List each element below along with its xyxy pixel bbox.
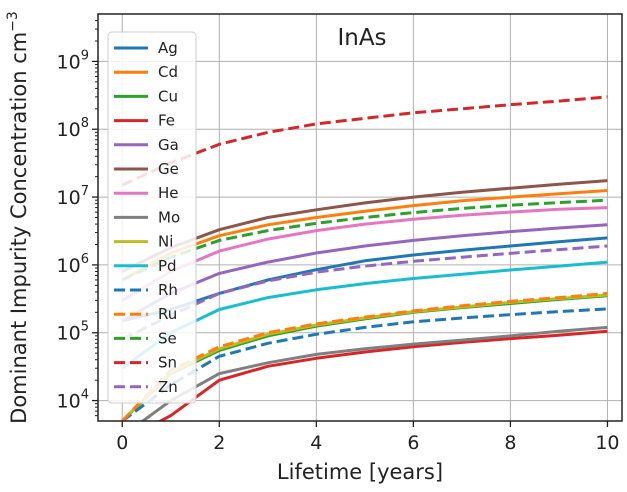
legend-label: Ru bbox=[158, 305, 177, 323]
y-tick-base: 10 bbox=[57, 391, 81, 413]
y-tick-exponent: 5 bbox=[81, 320, 89, 335]
series-line-cd bbox=[121, 189, 608, 282]
legend-item-cd: Cd bbox=[114, 63, 178, 81]
y-tick-label: 104 bbox=[57, 388, 89, 413]
legend-label: Ge bbox=[158, 160, 179, 178]
legend-item-fe: Fe bbox=[114, 112, 175, 130]
series-line-se bbox=[121, 198, 608, 282]
legend-item-ag: Ag bbox=[114, 39, 178, 57]
x-tick-label: 8 bbox=[504, 432, 516, 454]
legend-item-mo: Mo bbox=[114, 208, 180, 226]
legend-label: Ag bbox=[158, 39, 178, 57]
y-tick-label: 105 bbox=[57, 320, 89, 345]
x-tick-label: 2 bbox=[213, 432, 225, 454]
y-tick-base: 10 bbox=[57, 187, 81, 209]
y-tick-base: 10 bbox=[57, 255, 81, 277]
series-line-ge bbox=[121, 179, 608, 273]
x-tick-label: 4 bbox=[310, 432, 322, 454]
x-tick-label: 10 bbox=[595, 432, 619, 454]
legend: Ag Cd Cu Fe Ga Ge He Mo Ni Pd Rh Ru Se Sn Zn bbox=[107, 31, 197, 404]
series-line-ag bbox=[121, 236, 608, 323]
legend-item-pd: Pd bbox=[114, 257, 177, 275]
y-tick-base: 10 bbox=[57, 119, 81, 141]
series-line-rh bbox=[121, 307, 608, 421]
legend-label: Ni bbox=[158, 233, 173, 251]
series-lines bbox=[121, 95, 608, 421]
legend-label: Mo bbox=[158, 208, 180, 226]
x-tick-label: 6 bbox=[407, 432, 419, 454]
x-axis-title: Lifetime [years] bbox=[277, 460, 443, 484]
series-line-fe bbox=[157, 329, 608, 421]
y-tick-label: 109 bbox=[57, 48, 89, 73]
legend-label: Se bbox=[158, 329, 177, 347]
y-tick-exponent: 7 bbox=[81, 184, 89, 199]
series-line-he bbox=[121, 206, 608, 302]
legend-item-ga: Ga bbox=[114, 136, 179, 154]
legend-label: Rh bbox=[158, 281, 178, 299]
y-tick-exponent: 9 bbox=[81, 48, 89, 63]
y-tick-base: 10 bbox=[57, 51, 81, 73]
legend-box bbox=[107, 31, 197, 404]
y-tick-exponent: 6 bbox=[81, 252, 89, 267]
y-tick-label: 107 bbox=[57, 184, 89, 209]
series-line-ga bbox=[121, 223, 608, 323]
y-axis-title-text: Dominant Impurity Concentration cm bbox=[7, 32, 31, 424]
legend-label: Cu bbox=[158, 87, 178, 105]
chart-title: InAs bbox=[337, 25, 386, 51]
legend-item-zn: Zn bbox=[114, 378, 178, 396]
legend-label: Pd bbox=[158, 257, 177, 275]
legend-item-rh: Rh bbox=[114, 281, 178, 299]
legend-item-se: Se bbox=[114, 329, 177, 347]
y-tick-base: 10 bbox=[57, 323, 81, 345]
series-line-mo bbox=[140, 325, 608, 421]
y-tick-exponent: 4 bbox=[81, 388, 89, 403]
legend-label: Fe bbox=[158, 112, 175, 130]
legend-item-ge: Ge bbox=[114, 160, 179, 178]
series-line-zn bbox=[121, 244, 608, 341]
legend-item-ni: Ni bbox=[114, 233, 173, 251]
series-line-ru bbox=[121, 291, 608, 421]
y-axis-title-superscript: −3 bbox=[5, 11, 21, 32]
y-tick-exponent: 8 bbox=[81, 116, 89, 131]
x-axis: 0 2 4 6 8 10 bbox=[116, 421, 620, 454]
series-line-sn bbox=[121, 95, 608, 187]
legend-label: Zn bbox=[158, 378, 178, 396]
y-tick-label: 108 bbox=[57, 116, 89, 141]
legend-label: Ga bbox=[158, 136, 179, 154]
y-tick-label: 106 bbox=[57, 252, 89, 277]
legend-item-sn: Sn bbox=[114, 354, 177, 372]
series-line-pd bbox=[121, 260, 608, 370]
legend-item-ru: Ru bbox=[114, 305, 177, 323]
legend-item-he: He bbox=[114, 184, 179, 202]
legend-label: He bbox=[158, 184, 179, 202]
legend-label: Cd bbox=[158, 63, 178, 81]
x-tick-label: 0 bbox=[116, 432, 128, 454]
y-axis-title: Dominant Impurity Concentration cm−3 bbox=[5, 11, 31, 424]
legend-label: Sn bbox=[158, 354, 177, 372]
legend-item-cu: Cu bbox=[114, 87, 178, 105]
